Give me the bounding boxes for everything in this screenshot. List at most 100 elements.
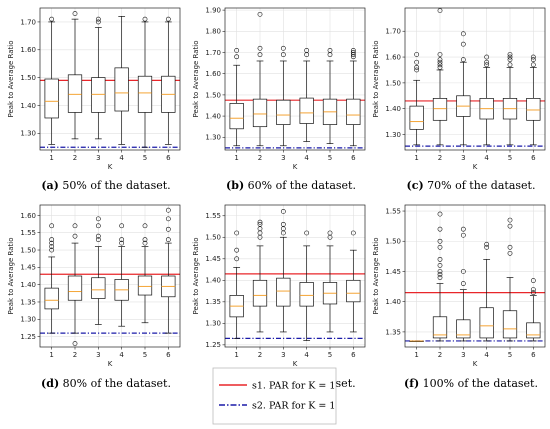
iqr-box bbox=[114, 67, 129, 112]
iqr-box bbox=[137, 275, 153, 296]
box-k2 bbox=[67, 223, 83, 346]
x-axis-title: K bbox=[293, 163, 298, 171]
x-tick-label: 5 bbox=[143, 154, 147, 162]
y-tick-label: 1.50 bbox=[385, 238, 401, 246]
outlier-point bbox=[257, 219, 263, 225]
x-tick-label: 5 bbox=[508, 351, 512, 359]
x-axis-title: K bbox=[293, 360, 298, 368]
y-tick-label: 1.40 bbox=[20, 281, 36, 289]
outlier-point bbox=[507, 244, 513, 250]
caption-text: 80% of the dataset. bbox=[59, 377, 171, 390]
outlier-point bbox=[437, 62, 443, 68]
outlier-point bbox=[507, 62, 513, 68]
legend: s1. PAR for K = 1 s2. PAR for K = 1 bbox=[212, 367, 337, 425]
outlier-point bbox=[49, 247, 55, 253]
outlier-point bbox=[119, 223, 125, 229]
box-k3 bbox=[91, 16, 106, 140]
outlier-point bbox=[257, 11, 263, 17]
y-tick-label: 1.55 bbox=[205, 212, 221, 220]
y-tick-label: 1.90 bbox=[205, 7, 221, 15]
x-tick-label: 2 bbox=[258, 351, 262, 359]
outlier-point bbox=[460, 31, 466, 37]
box-k6 bbox=[161, 16, 176, 145]
x-tick-label: 6 bbox=[166, 154, 171, 162]
outlier-point bbox=[530, 278, 536, 283]
iqr-box bbox=[67, 74, 83, 113]
subplot-caption: (c) 70% of the dataset. bbox=[407, 179, 536, 192]
y-tick-label: 1.80 bbox=[205, 28, 221, 36]
y-axis-title: Peak to Average Ratio bbox=[372, 40, 380, 117]
x-tick-label: 2 bbox=[258, 154, 262, 162]
y-axis-title: Peak to Average Ratio bbox=[372, 237, 380, 314]
y-tick-label: 1.50 bbox=[205, 91, 221, 99]
box-k1 bbox=[409, 52, 424, 146]
outlier-point bbox=[280, 221, 286, 227]
box-k5 bbox=[502, 217, 518, 342]
box-k3 bbox=[456, 31, 471, 146]
iqr-box bbox=[229, 103, 244, 130]
outlier-point bbox=[327, 230, 333, 236]
plot-area bbox=[225, 205, 365, 347]
outlier-point bbox=[460, 232, 466, 238]
y-tick-label: 1.30 bbox=[20, 130, 36, 138]
iqr-box bbox=[91, 77, 106, 113]
box-k4 bbox=[114, 16, 129, 145]
plot-frame bbox=[404, 204, 546, 348]
iqr-box bbox=[526, 322, 541, 339]
box-k4 bbox=[114, 223, 129, 327]
y-tick-label: 1.30 bbox=[385, 131, 401, 139]
y-tick-label: 1.25 bbox=[205, 341, 221, 349]
plot-frame bbox=[224, 7, 366, 151]
iqr-box bbox=[44, 78, 59, 119]
outlier-point bbox=[165, 226, 171, 232]
box-k3 bbox=[276, 45, 291, 147]
caption-label: (c) bbox=[407, 179, 424, 192]
outlier-point bbox=[234, 256, 240, 262]
outlier-point bbox=[460, 281, 466, 286]
y-tick-label: 1.30 bbox=[205, 134, 221, 142]
x-tick-label: 1 bbox=[414, 351, 418, 359]
outlier-point bbox=[280, 45, 286, 51]
y-tick-label: 1.30 bbox=[20, 316, 36, 324]
outlier-point bbox=[95, 233, 101, 239]
outlier-point bbox=[484, 59, 490, 65]
outlier-point bbox=[484, 54, 490, 60]
outlier-point bbox=[72, 233, 78, 239]
outlier-point bbox=[484, 62, 490, 68]
outlier-point bbox=[49, 244, 55, 249]
box-k1 bbox=[44, 16, 59, 145]
box-k1 bbox=[409, 340, 424, 342]
outlier-point bbox=[350, 230, 356, 236]
outlier-point bbox=[142, 240, 148, 246]
iqr-box bbox=[346, 98, 361, 125]
x-tick-label: 4 bbox=[304, 154, 309, 162]
outlier-point bbox=[437, 57, 443, 63]
box-k6 bbox=[161, 207, 176, 334]
plot-frame bbox=[39, 7, 181, 151]
outlier-point bbox=[530, 62, 536, 68]
iqr-box bbox=[432, 316, 448, 339]
x-tick-label: 2 bbox=[438, 351, 442, 359]
iqr-box bbox=[299, 97, 314, 124]
iqr-box bbox=[252, 98, 268, 128]
box-k6 bbox=[346, 230, 361, 333]
box-k5 bbox=[502, 52, 518, 146]
caption-text: 70% of the dataset. bbox=[424, 179, 536, 192]
outlier-point bbox=[484, 244, 490, 250]
x-tick-label: 6 bbox=[351, 351, 356, 359]
outlier-point bbox=[530, 290, 536, 296]
y-axis-title: Peak to Average Ratio bbox=[192, 40, 200, 117]
legend-s2-label: s2. PAR for K = 1 bbox=[252, 401, 335, 412]
plot-area bbox=[405, 205, 545, 347]
outlier-point bbox=[414, 52, 420, 57]
outlier-point bbox=[49, 237, 55, 243]
caption-label: (f) bbox=[404, 377, 419, 390]
outlier-point bbox=[95, 237, 101, 243]
y-tick-label: 1.50 bbox=[205, 234, 221, 242]
outlier-point bbox=[484, 241, 490, 247]
outlier-point bbox=[437, 211, 443, 217]
outlier-point bbox=[350, 47, 356, 53]
outlier-point bbox=[95, 19, 101, 25]
legend-s1-label: s1. PAR for K = 1 bbox=[252, 381, 335, 392]
